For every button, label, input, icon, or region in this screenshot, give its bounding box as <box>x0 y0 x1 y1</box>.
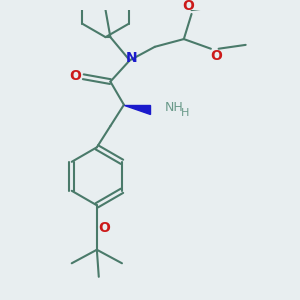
Text: O: O <box>99 221 110 236</box>
Text: O: O <box>183 0 195 13</box>
Polygon shape <box>124 105 150 115</box>
Text: O: O <box>70 69 82 83</box>
Text: NH: NH <box>164 101 183 114</box>
Text: N: N <box>126 51 137 65</box>
Text: H: H <box>181 109 189 118</box>
Text: O: O <box>210 49 222 62</box>
